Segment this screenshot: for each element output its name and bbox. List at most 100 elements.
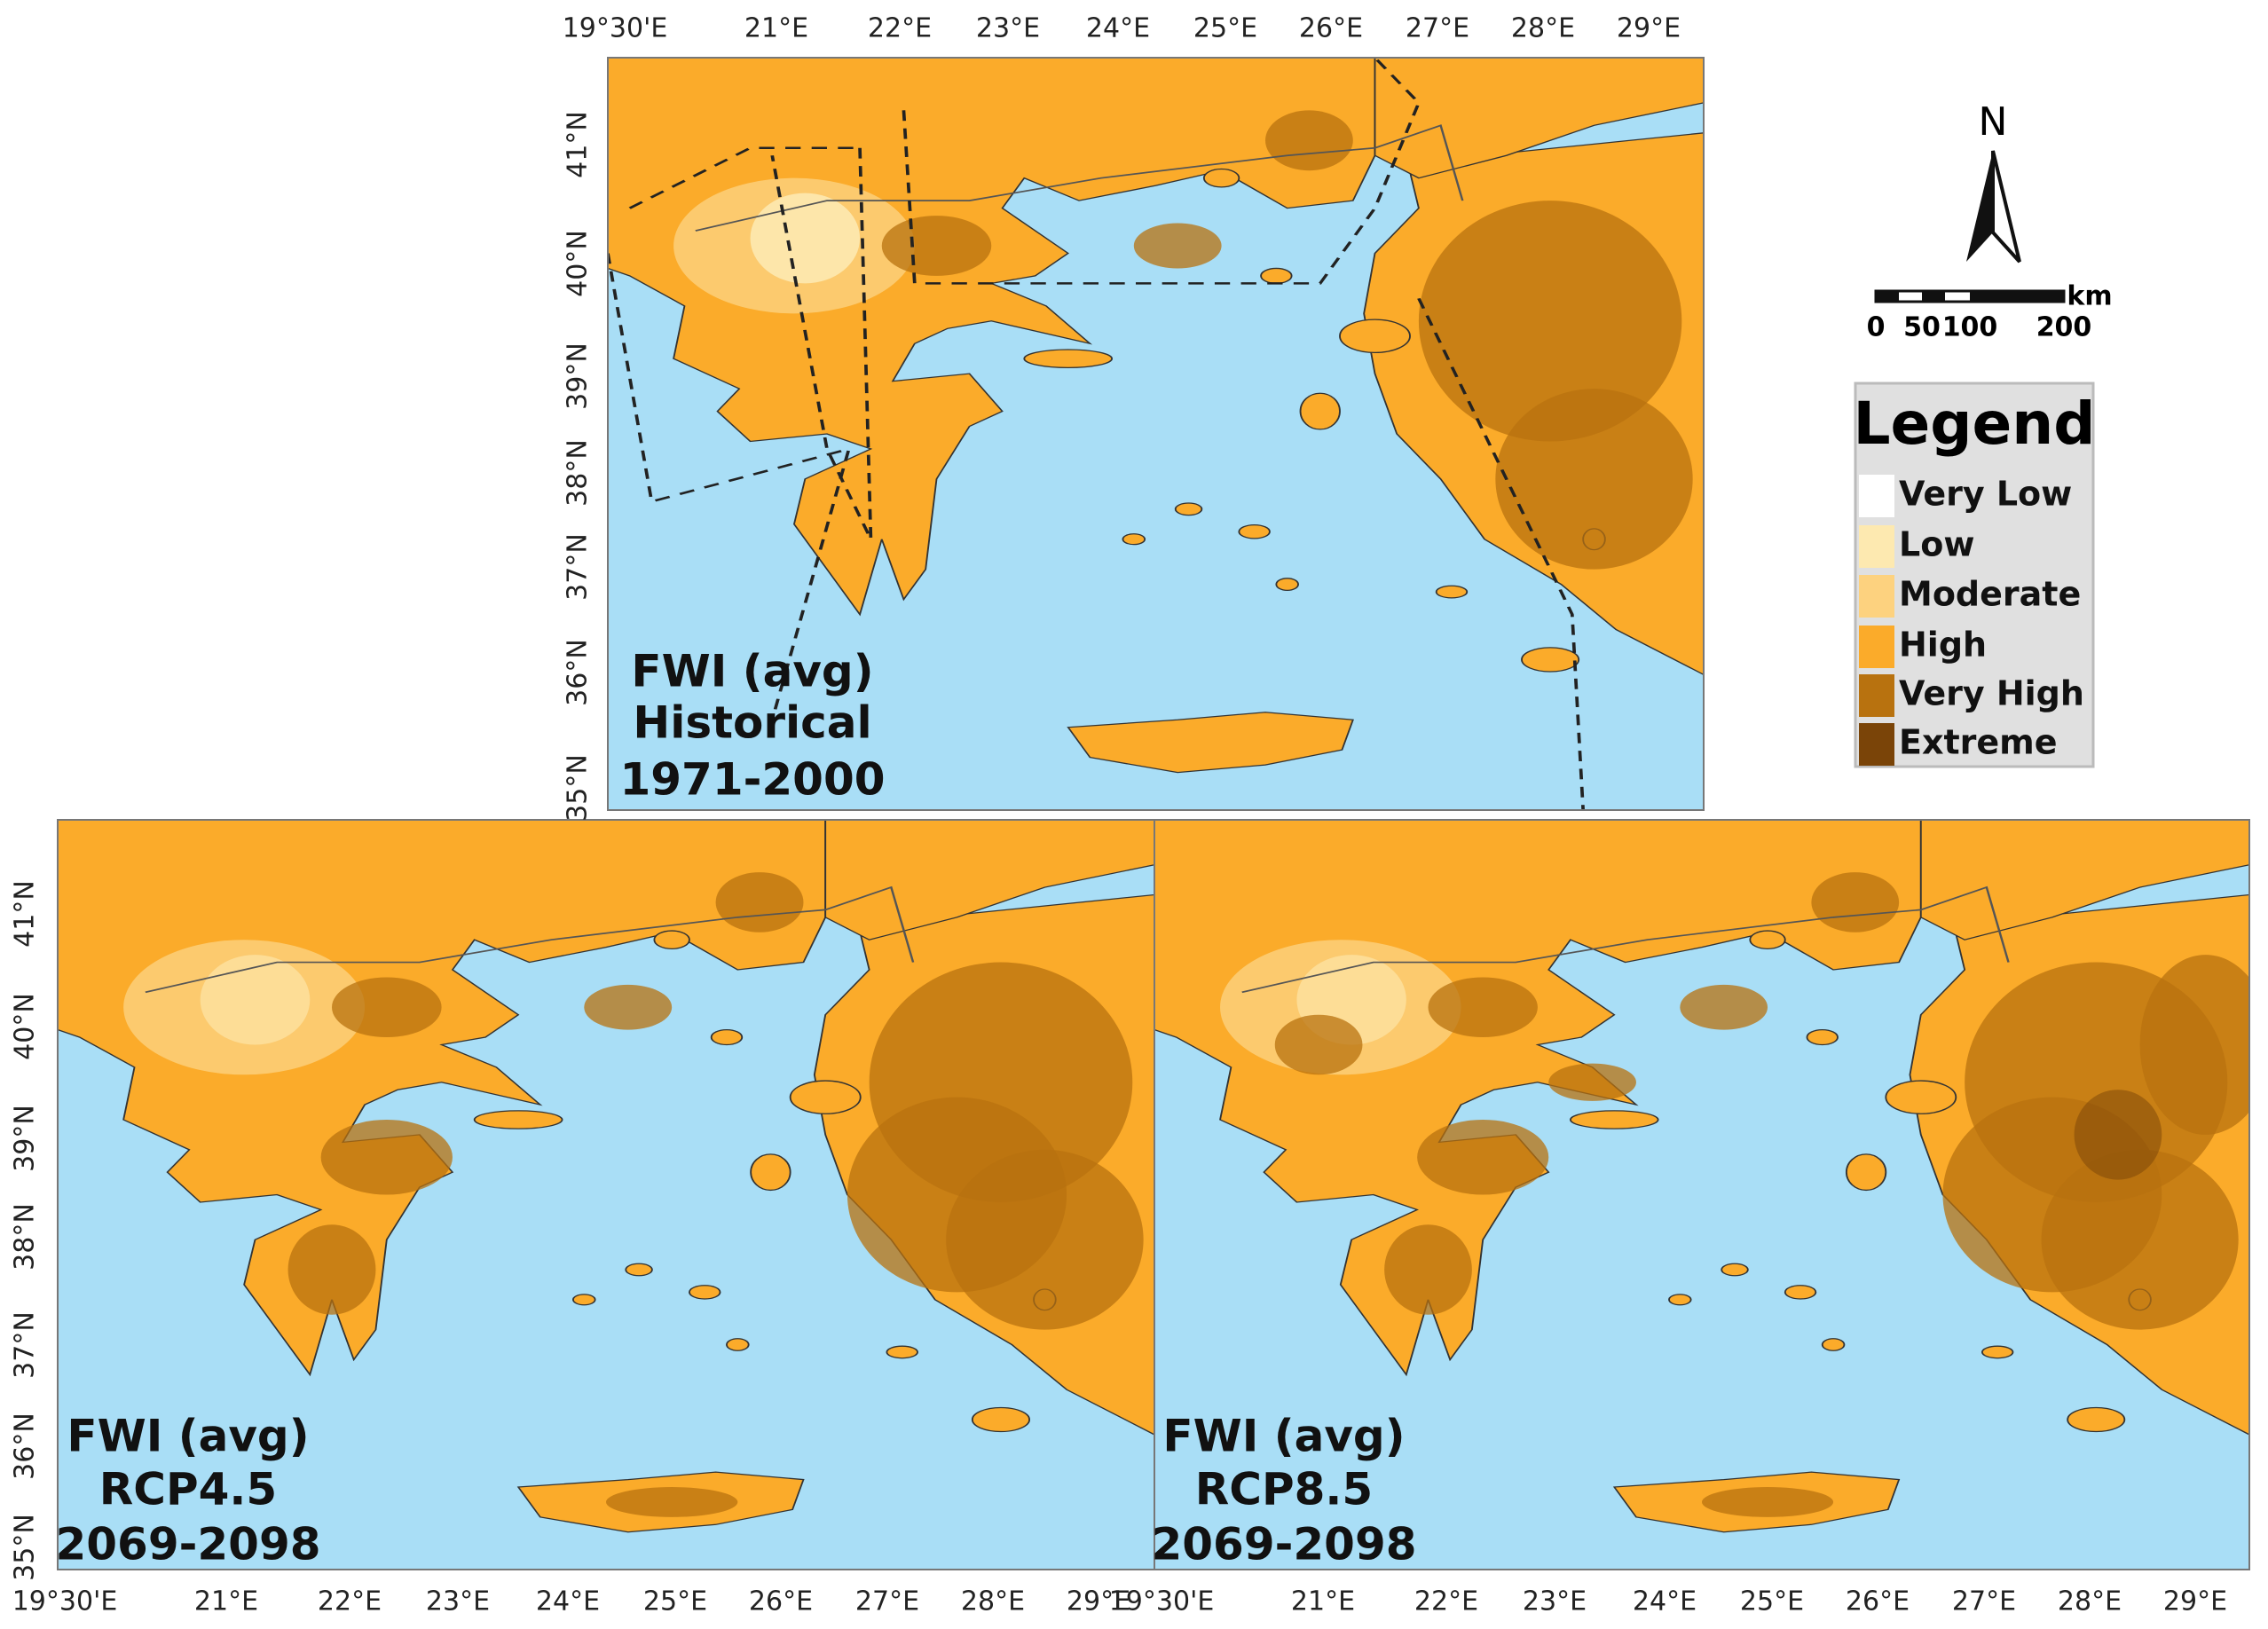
land-area <box>1919 820 2249 940</box>
island <box>886 1345 918 1359</box>
arrow-half <box>1966 151 1993 262</box>
land-area <box>1374 58 1704 179</box>
very-high-zone <box>1384 1224 1472 1315</box>
panel-frame <box>1154 819 2250 1570</box>
lon-label: 29°E <box>1067 1586 1130 1617</box>
legend: Legend Very Low Low Moderate High Very High E… <box>1853 382 2096 768</box>
zone-boundary <box>770 147 873 540</box>
land-area <box>824 820 1154 940</box>
lat-label: 37°N <box>563 533 594 601</box>
north-label: N <box>1979 99 2008 145</box>
lon-label: 26°E <box>749 1586 813 1617</box>
very-high-zone <box>847 1097 1067 1293</box>
scale-label: 50 <box>1903 312 1941 343</box>
lon-label: 25°E <box>643 1586 707 1617</box>
lon-label: 21°E <box>1291 1586 1355 1617</box>
island <box>1784 1285 1817 1300</box>
lat-label: 40°N <box>563 230 594 297</box>
island <box>1174 502 1203 516</box>
lon-label: 26°E <box>1299 13 1363 44</box>
very-high-zone <box>1680 984 1768 1030</box>
legend-box <box>1854 382 2095 768</box>
extreme-zone <box>2074 1090 2162 1180</box>
legend-label: Very High <box>1899 674 2084 713</box>
legend-label: Low <box>1899 525 1974 564</box>
very-high-zone <box>881 216 992 276</box>
lon-label: 23°E <box>426 1586 490 1617</box>
island <box>1721 1263 1749 1277</box>
low-zone <box>750 193 861 284</box>
lat-label: 41°N <box>10 880 41 948</box>
island <box>1845 1153 1887 1192</box>
lat-label: 40°N <box>10 993 41 1060</box>
island <box>1521 647 1580 673</box>
island <box>789 1080 862 1114</box>
lon-label: 23°E <box>976 13 1040 44</box>
lat-label: 36°N <box>563 639 594 706</box>
island <box>1821 1338 1846 1351</box>
lat-label: 39°N <box>563 342 594 410</box>
lon-label: 27°E <box>1952 1586 2016 1617</box>
island <box>625 1263 653 1277</box>
island <box>1275 578 1299 592</box>
lon-label: 29°E <box>2163 1586 2227 1617</box>
very-high-zone <box>1495 389 1693 570</box>
island <box>726 1338 750 1351</box>
lon-label: 28°E <box>2058 1586 2122 1617</box>
land-area <box>1067 712 1354 774</box>
lon-label: 25°E <box>1193 13 1257 44</box>
island <box>473 1110 563 1129</box>
legend-swatch <box>1859 575 1894 618</box>
lon-label: 25°E <box>1740 1586 1804 1617</box>
island <box>1981 1345 2014 1359</box>
island <box>653 930 690 949</box>
island <box>750 1153 791 1192</box>
panel-label: FWI (avg) <box>1162 1411 1405 1462</box>
map-panel <box>608 58 1704 810</box>
island <box>1749 930 1786 949</box>
lon-label: 27°E <box>1406 13 1469 44</box>
legend-swatch <box>1859 626 1894 668</box>
lon-label: 28°E <box>961 1586 1025 1617</box>
panel-label: FWI (avg) <box>67 1411 309 1462</box>
lat-label: 38°N <box>563 439 594 507</box>
island <box>1299 392 1341 430</box>
lon-label: 19°30'E <box>563 13 668 44</box>
legend-label: Moderate <box>1899 575 2081 614</box>
zone-boundary <box>1417 297 1586 810</box>
very-high-zone <box>584 984 673 1030</box>
panel-label: 2069-2098 <box>55 1519 320 1570</box>
lat-label: 37°N <box>10 1311 41 1379</box>
panel-label: 2069-2098 <box>1151 1519 1416 1570</box>
panel-label: 1971-2000 <box>619 754 885 806</box>
island <box>1122 533 1146 546</box>
lon-label: 29°E <box>1617 13 1681 44</box>
very-high-zone <box>1548 1063 1636 1101</box>
lon-label: 22°E <box>1414 1586 1478 1617</box>
arrow-half <box>1991 150 2021 264</box>
island <box>2067 1406 2126 1433</box>
scale-seg <box>1922 291 1945 302</box>
very-high-zone <box>320 1120 453 1195</box>
scale-seg <box>1876 291 1899 302</box>
very-high-zone <box>1418 201 1682 442</box>
island <box>1569 1110 1659 1129</box>
legend-swatch <box>1859 723 1894 766</box>
panel-label: Historical <box>633 697 871 749</box>
very-high-zone <box>1428 977 1538 1038</box>
very-high-zone <box>606 1487 738 1517</box>
legend-title: Legend <box>1853 390 2095 458</box>
panel-frame <box>607 57 1705 811</box>
lat-label: 35°N <box>10 1514 41 1581</box>
border <box>145 885 915 994</box>
island <box>971 1406 1031 1433</box>
lon-label: 19°30'E <box>12 1586 118 1617</box>
zone-boundary <box>902 58 1421 285</box>
legend-swatch <box>1859 674 1894 717</box>
island <box>1339 319 1411 354</box>
lon-label: 26°E <box>1846 1586 1910 1617</box>
map-panel <box>1154 820 2249 1570</box>
panel-label: RCP8.5 <box>1195 1464 1373 1515</box>
lon-label: 24°E <box>536 1586 600 1617</box>
